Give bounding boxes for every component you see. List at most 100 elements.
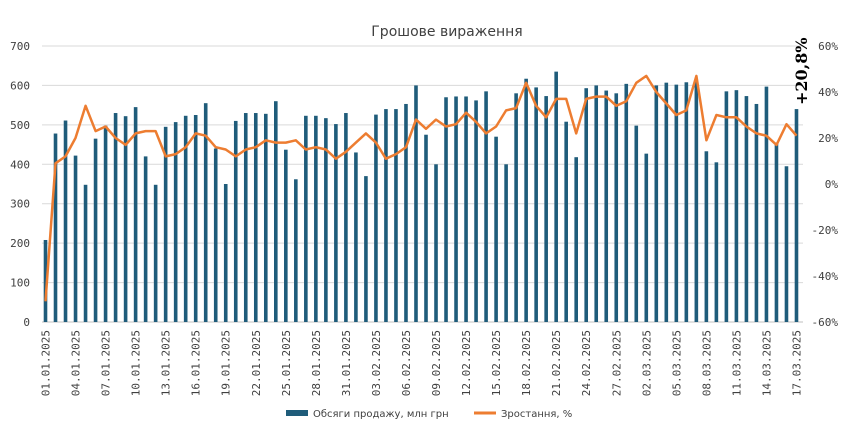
sales-bar bbox=[203, 103, 208, 323]
sales-bar bbox=[123, 116, 128, 322]
sales-bar bbox=[93, 138, 98, 322]
x-tick-label: 08.03.2025 bbox=[700, 330, 713, 396]
x-tick-label: 07.01.2025 bbox=[100, 330, 113, 396]
sales-bar bbox=[223, 184, 228, 322]
sales-bar bbox=[734, 90, 739, 322]
left-tick-label: 300 bbox=[10, 198, 30, 211]
right-axis-ticks: -60% -40% -20% 0% 20% 40% 60% bbox=[812, 40, 839, 329]
legend-label-sales: Обсяги продажу, млн грн bbox=[313, 409, 449, 420]
right-tick-label: 60% bbox=[818, 40, 838, 53]
sales-bar bbox=[233, 120, 238, 323]
x-tick-label: 25.01.2025 bbox=[280, 330, 293, 396]
sales-bar bbox=[274, 101, 278, 322]
sales-bar bbox=[384, 109, 388, 322]
sales-bar bbox=[334, 124, 338, 322]
sales-bar bbox=[183, 115, 188, 322]
sales-bar bbox=[654, 85, 659, 322]
sales-bar bbox=[374, 114, 378, 322]
sales-bar bbox=[544, 96, 548, 323]
sales-bar bbox=[514, 93, 518, 322]
legend-swatch-sales bbox=[286, 410, 308, 416]
line-series bbox=[44, 74, 798, 302]
sales-bar bbox=[73, 155, 78, 322]
sales-bar bbox=[243, 113, 248, 323]
sales-bar bbox=[604, 90, 609, 322]
x-tick-label: 27.02.2025 bbox=[610, 330, 623, 396]
sales-bar bbox=[314, 115, 318, 322]
sales-bar bbox=[444, 97, 448, 322]
sales-bar bbox=[133, 107, 138, 322]
x-tick-label: 09.02.2025 bbox=[430, 330, 443, 396]
sales-bar bbox=[684, 82, 689, 322]
sales-bar bbox=[454, 96, 458, 323]
sales-bar bbox=[103, 125, 108, 322]
sales-bar bbox=[294, 179, 298, 322]
sales-bar bbox=[253, 113, 258, 323]
right-tick-label: 40% bbox=[818, 86, 838, 99]
x-tick-label: 13.01.2025 bbox=[160, 330, 173, 396]
sales-bar bbox=[534, 87, 538, 323]
sales-bar bbox=[304, 115, 308, 322]
sales-bar bbox=[674, 84, 679, 322]
sales-bar bbox=[624, 83, 629, 322]
left-tick-label: 100 bbox=[10, 277, 30, 290]
legend-label-growth: Зростання, % bbox=[501, 409, 572, 420]
sales-bar bbox=[494, 136, 498, 322]
sales-bar bbox=[664, 82, 669, 322]
x-tick-label: 11.03.2025 bbox=[730, 330, 743, 396]
x-tick-label: 01.01.2025 bbox=[40, 330, 53, 396]
sales-bar bbox=[163, 126, 168, 322]
x-tick-label: 10.01.2025 bbox=[130, 330, 143, 396]
x-tick-label: 16.01.2025 bbox=[190, 330, 203, 396]
right-tick-label: 0% bbox=[825, 178, 839, 191]
right-tick-label: 20% bbox=[818, 132, 838, 145]
sales-bar bbox=[404, 103, 408, 323]
sales-bar bbox=[484, 91, 488, 322]
sales-bar bbox=[193, 115, 198, 322]
growth-callout: +20,8% bbox=[792, 37, 811, 105]
x-tick-label: 22.01.2025 bbox=[250, 330, 263, 396]
sales-bar bbox=[143, 156, 148, 322]
bar-series bbox=[43, 71, 799, 323]
left-tick-label: 0 bbox=[23, 316, 30, 329]
x-axis-ticks: 01.01.2025 04.01.2025 07.01.2025 10.01.2025… bbox=[40, 330, 804, 396]
sales-bar bbox=[364, 176, 368, 322]
sales-bar bbox=[614, 93, 619, 322]
sales-bar bbox=[464, 96, 468, 323]
sales-bar bbox=[324, 118, 328, 322]
sales-bar bbox=[764, 86, 769, 323]
left-tick-label: 200 bbox=[10, 237, 30, 250]
sales-bar bbox=[524, 78, 528, 323]
sales-bar bbox=[414, 85, 418, 322]
sales-bar bbox=[754, 103, 759, 323]
x-tick-label: 14.03.2025 bbox=[760, 330, 773, 396]
x-tick-label: 03.02.2025 bbox=[370, 330, 383, 396]
x-tick-label: 15.02.2025 bbox=[490, 330, 503, 396]
x-tick-label: 21.02.2025 bbox=[550, 330, 563, 396]
sales-bar bbox=[213, 148, 218, 322]
sales-bar bbox=[434, 164, 438, 322]
sales-bar bbox=[634, 125, 639, 322]
sales-bar bbox=[694, 81, 699, 322]
sales-bar bbox=[394, 109, 398, 322]
chart-title: Грошове вираження bbox=[371, 24, 522, 40]
right-tick-label: -20% bbox=[812, 224, 839, 237]
sales-bar bbox=[63, 120, 68, 323]
x-tick-label: 24.02.2025 bbox=[580, 330, 593, 396]
sales-bar bbox=[474, 100, 478, 322]
x-tick-label: 06.02.2025 bbox=[400, 330, 413, 396]
left-tick-label: 600 bbox=[10, 79, 30, 92]
sales-bar bbox=[263, 113, 268, 323]
sales-bar bbox=[354, 152, 358, 322]
x-tick-label: 17.03.2025 bbox=[790, 330, 803, 396]
sales-bar bbox=[714, 162, 719, 322]
sales-bar bbox=[704, 151, 709, 322]
x-tick-label: 12.02.2025 bbox=[460, 330, 473, 396]
sales-bar bbox=[564, 121, 568, 323]
x-tick-label: 31.01.2025 bbox=[340, 330, 353, 396]
sales-bar bbox=[504, 164, 508, 322]
sales-bar bbox=[644, 153, 649, 322]
sales-bar bbox=[424, 134, 428, 322]
sales-bar bbox=[53, 133, 58, 322]
x-tick-label: 02.03.2025 bbox=[640, 330, 653, 396]
